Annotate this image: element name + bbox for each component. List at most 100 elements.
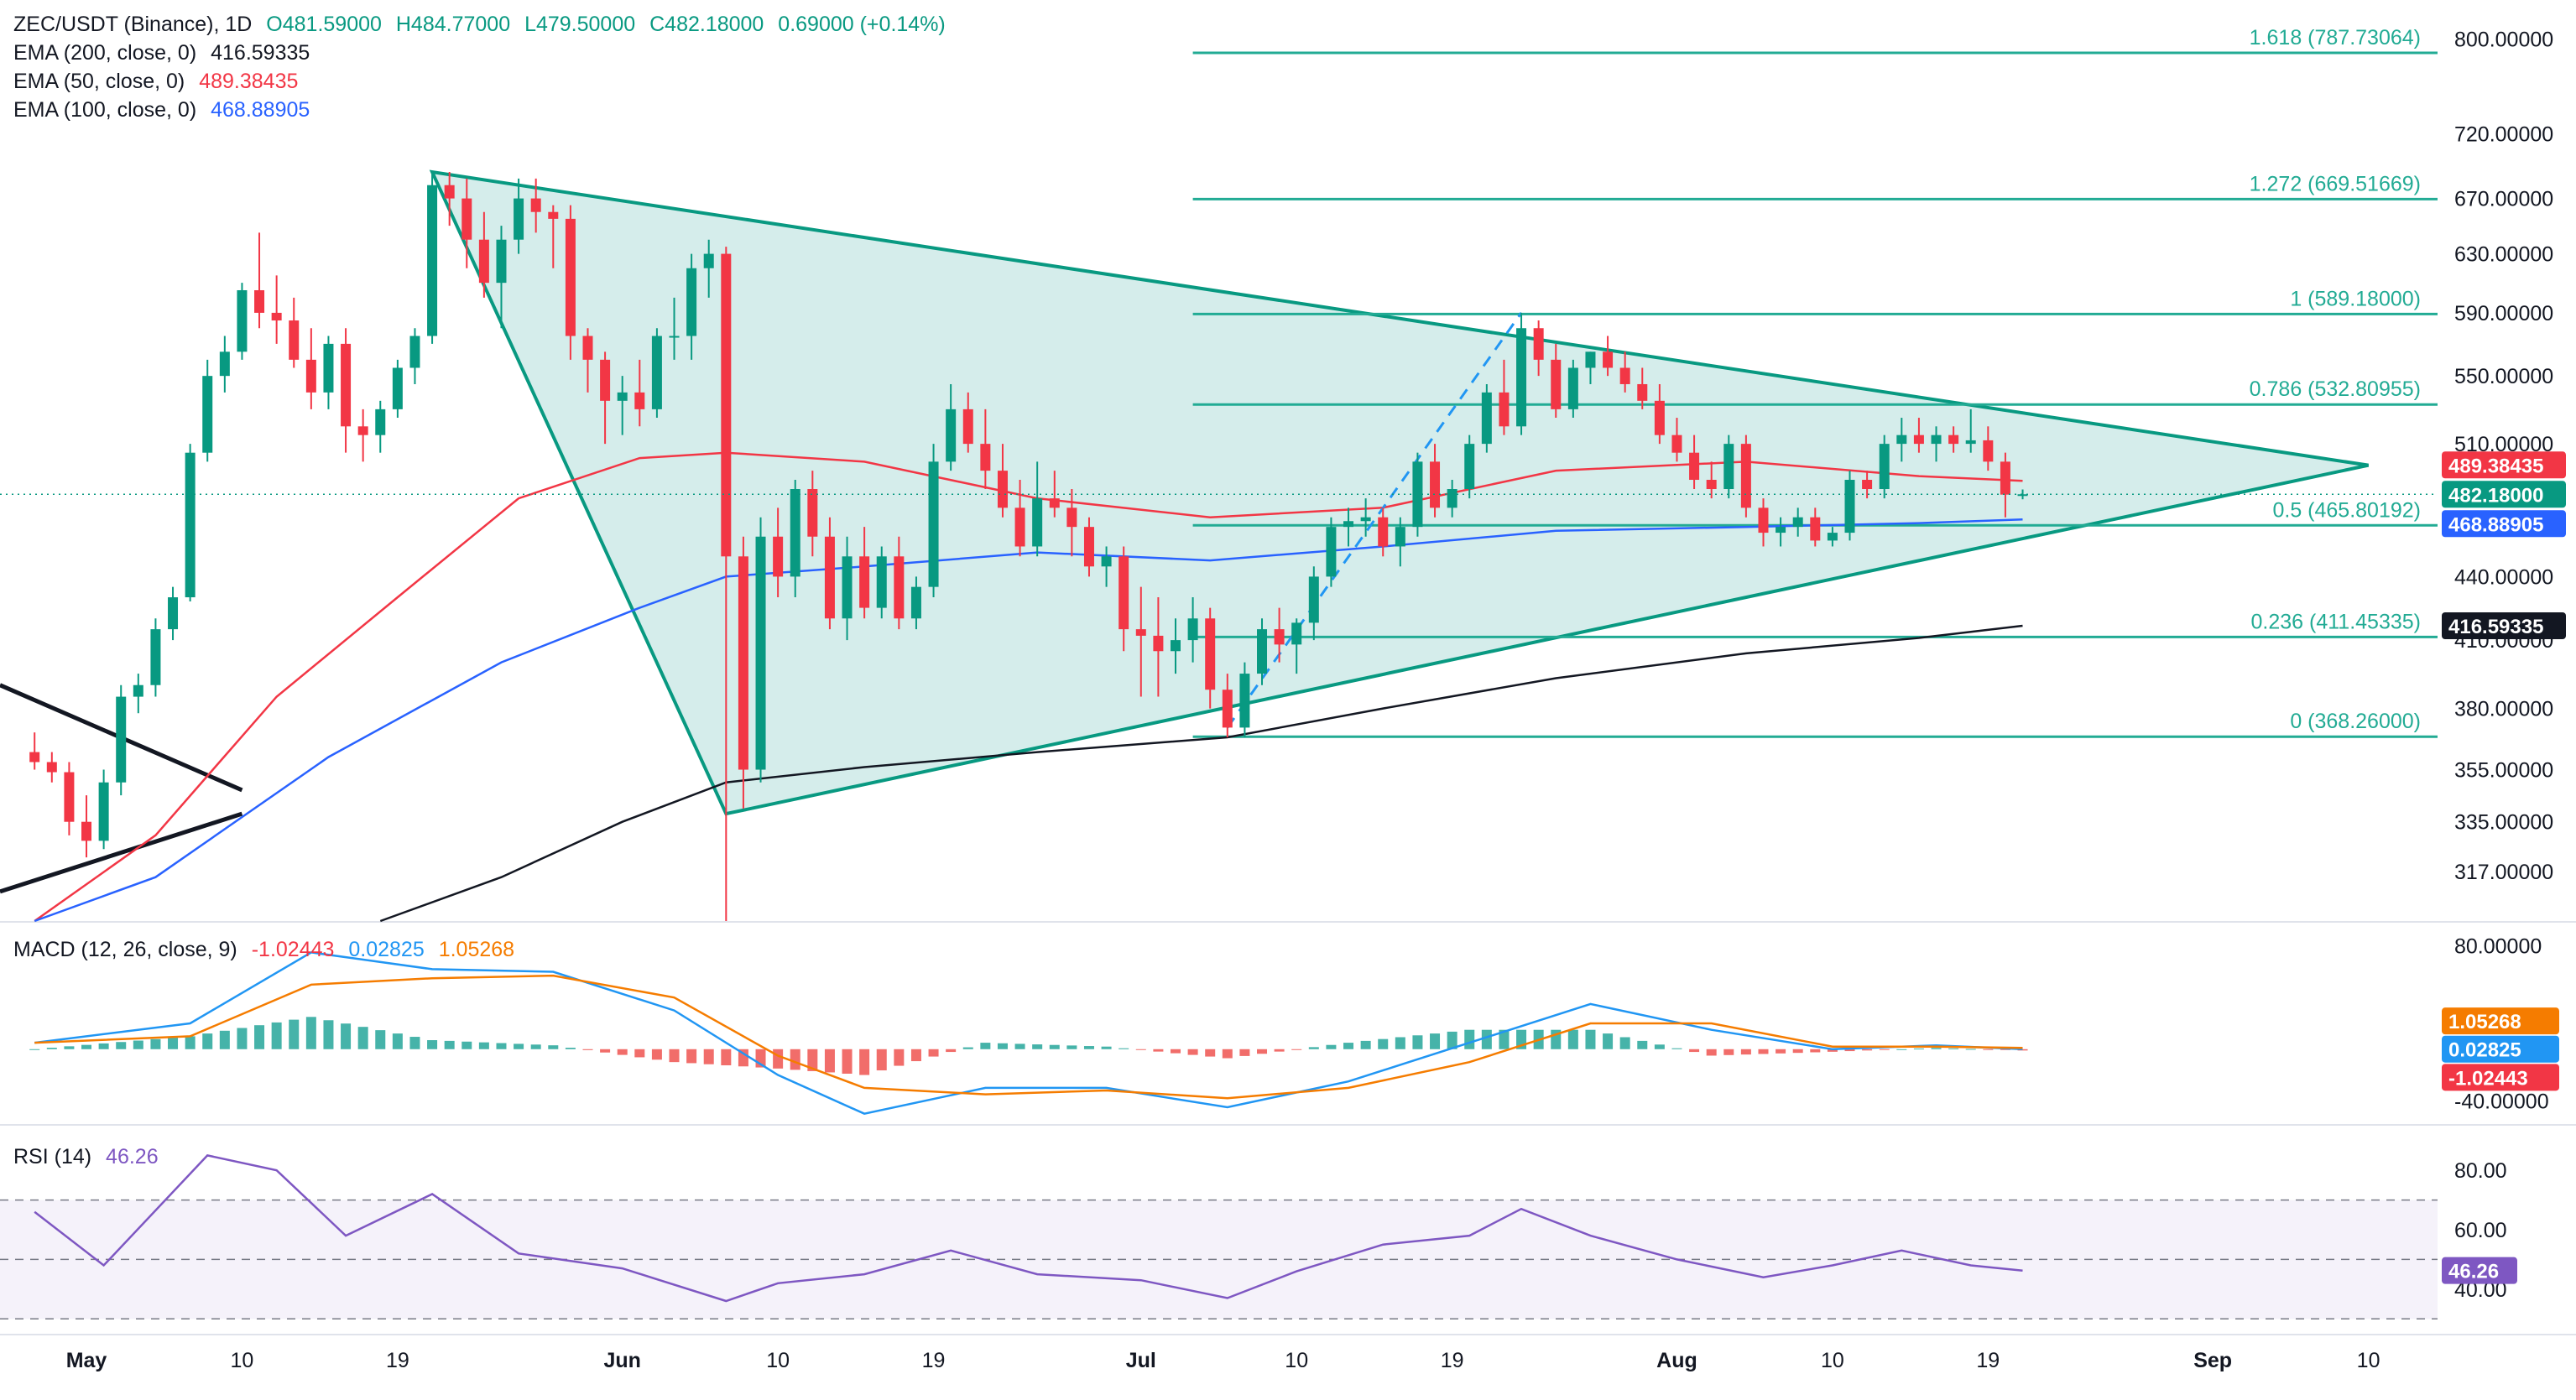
rsi-tick-label: 60.00: [2454, 1219, 2507, 1242]
time-tick-label: 10: [2357, 1349, 2380, 1372]
candle-body: [409, 336, 420, 368]
macd-histogram-bar: [1862, 1049, 1873, 1051]
macd-histogram-bar: [946, 1049, 957, 1053]
macd-histogram-bar: [824, 1049, 835, 1073]
macd-histogram-bar: [894, 1049, 905, 1066]
ema200-legend[interactable]: EMA (200, close, 0) 416.59335: [13, 39, 318, 67]
macd-histogram-bar: [1187, 1049, 1198, 1055]
macd-histogram-bar: [565, 1048, 576, 1049]
candle-body: [202, 376, 213, 453]
candle-body: [807, 489, 818, 537]
candle-body: [357, 426, 368, 435]
wedge-lower-line: [0, 811, 243, 894]
candle-body: [1135, 629, 1146, 636]
macd-histogram-bar: [1706, 1049, 1717, 1056]
price-tag-bg: [2442, 451, 2566, 479]
candle-body: [185, 452, 196, 598]
price-tag-bg: [2442, 481, 2566, 508]
price-tag-label: 489.38435: [2448, 455, 2543, 477]
candle-body: [2017, 494, 2028, 497]
macd-histogram-bar: [790, 1049, 800, 1070]
macd-histogram-bar: [1603, 1033, 1614, 1049]
candle-body: [1827, 533, 1838, 541]
time-tick-label: 10: [1285, 1349, 1308, 1372]
candle-body: [1776, 527, 1786, 533]
low-value: L479.50000: [524, 13, 636, 36]
candle-body: [1740, 444, 1751, 508]
macd-histogram-bar: [721, 1049, 732, 1065]
macd-histogram-bar: [409, 1037, 420, 1049]
macd-histogram-bar: [548, 1045, 559, 1049]
macd-histogram-bar: [1827, 1049, 1838, 1052]
price-tag-label: 468.88905: [2448, 513, 2543, 536]
price-tick-label: 440.00000: [2454, 565, 2553, 589]
macd-histogram-bar: [1481, 1029, 1492, 1049]
macd-histogram-bar: [1931, 1048, 1942, 1049]
symmetric-triangle: [429, 169, 2370, 816]
candle-body: [461, 198, 472, 240]
price-tick-label: 720.00000: [2454, 122, 2553, 146]
macd-histogram-bar: [1585, 1029, 1596, 1049]
rsi-tag-bg: [2442, 1257, 2517, 1284]
macd-histogram-bar: [962, 1047, 973, 1049]
ema100-legend[interactable]: EMA (100, close, 0) 468.88905: [13, 96, 318, 124]
ema100-label: EMA (100, close, 0): [13, 98, 197, 122]
rsi-value: 46.26: [106, 1145, 159, 1168]
candle-body: [305, 359, 316, 393]
candle-body: [1274, 629, 1285, 645]
candle-body: [1689, 452, 1700, 481]
macd-histogram-bar: [1430, 1033, 1441, 1049]
candle-body: [1965, 440, 1976, 445]
candle-body: [946, 409, 957, 462]
macd-histogram-bar: [427, 1040, 438, 1049]
time-tick-label: 19: [1976, 1349, 2000, 1372]
candle-body: [617, 392, 628, 401]
candle-body: [1810, 517, 1821, 541]
candle-body: [686, 268, 697, 336]
macd-histogram-bar: [478, 1042, 489, 1049]
macd-histogram-bar: [133, 1040, 143, 1049]
macd-histogram-bar: [116, 1042, 127, 1049]
candle-body: [2000, 461, 2010, 495]
price-tag-label: 416.59335: [2448, 616, 2543, 638]
candle-body: [1792, 517, 1803, 528]
candle-body: [1343, 521, 1354, 528]
macd-histogram-bar: [1257, 1049, 1268, 1054]
macd-histogram-bar: [1723, 1049, 1734, 1055]
candle-body: [582, 336, 593, 360]
macd-histogram-bar: [686, 1049, 697, 1064]
dashed-trend-line: [1226, 312, 1523, 729]
candle-body: [1585, 351, 1596, 368]
rsi-legend[interactable]: RSI (14) 46.26: [13, 1142, 167, 1171]
candle-body: [98, 782, 109, 841]
candle-body: [651, 336, 662, 409]
macd-tag-bg: [2442, 1064, 2559, 1091]
candle-body: [1844, 480, 1855, 533]
price-tick-label: 335.00000: [2454, 811, 2553, 835]
candle-body: [669, 336, 680, 338]
candle-body: [738, 556, 748, 770]
candle-body: [1481, 392, 1492, 445]
macd-histogram-bar: [1844, 1049, 1855, 1052]
candle-body: [1551, 359, 1562, 409]
candle-body: [1395, 527, 1405, 547]
macd-histogram-bar: [530, 1044, 541, 1049]
candle-body: [478, 239, 489, 284]
candle-body: [1257, 629, 1268, 674]
fib-level-label: 1.272 (669.51669): [2250, 172, 2421, 195]
candle-body: [1931, 435, 1942, 445]
symbol-legend: ZEC/USDT (Binance), 1D O481.59000 H484.7…: [13, 10, 954, 39]
macd-legend[interactable]: MACD (12, 26, close, 9) -1.02443 0.02825…: [13, 935, 523, 964]
candle-body: [254, 289, 265, 313]
macd-histogram-bar: [98, 1043, 109, 1049]
candle-body: [150, 629, 161, 685]
candle-body: [721, 253, 732, 557]
candle-body: [1239, 674, 1250, 728]
fib-level-label: 0 (368.26000): [2290, 710, 2421, 733]
candle-body: [1308, 576, 1319, 623]
ema50-legend[interactable]: EMA (50, close, 0) 489.38435: [13, 67, 306, 96]
macd-histogram-bar: [1567, 1029, 1578, 1049]
candle-body: [237, 289, 248, 352]
macd-tag-label: 0.02825: [2448, 1039, 2521, 1062]
